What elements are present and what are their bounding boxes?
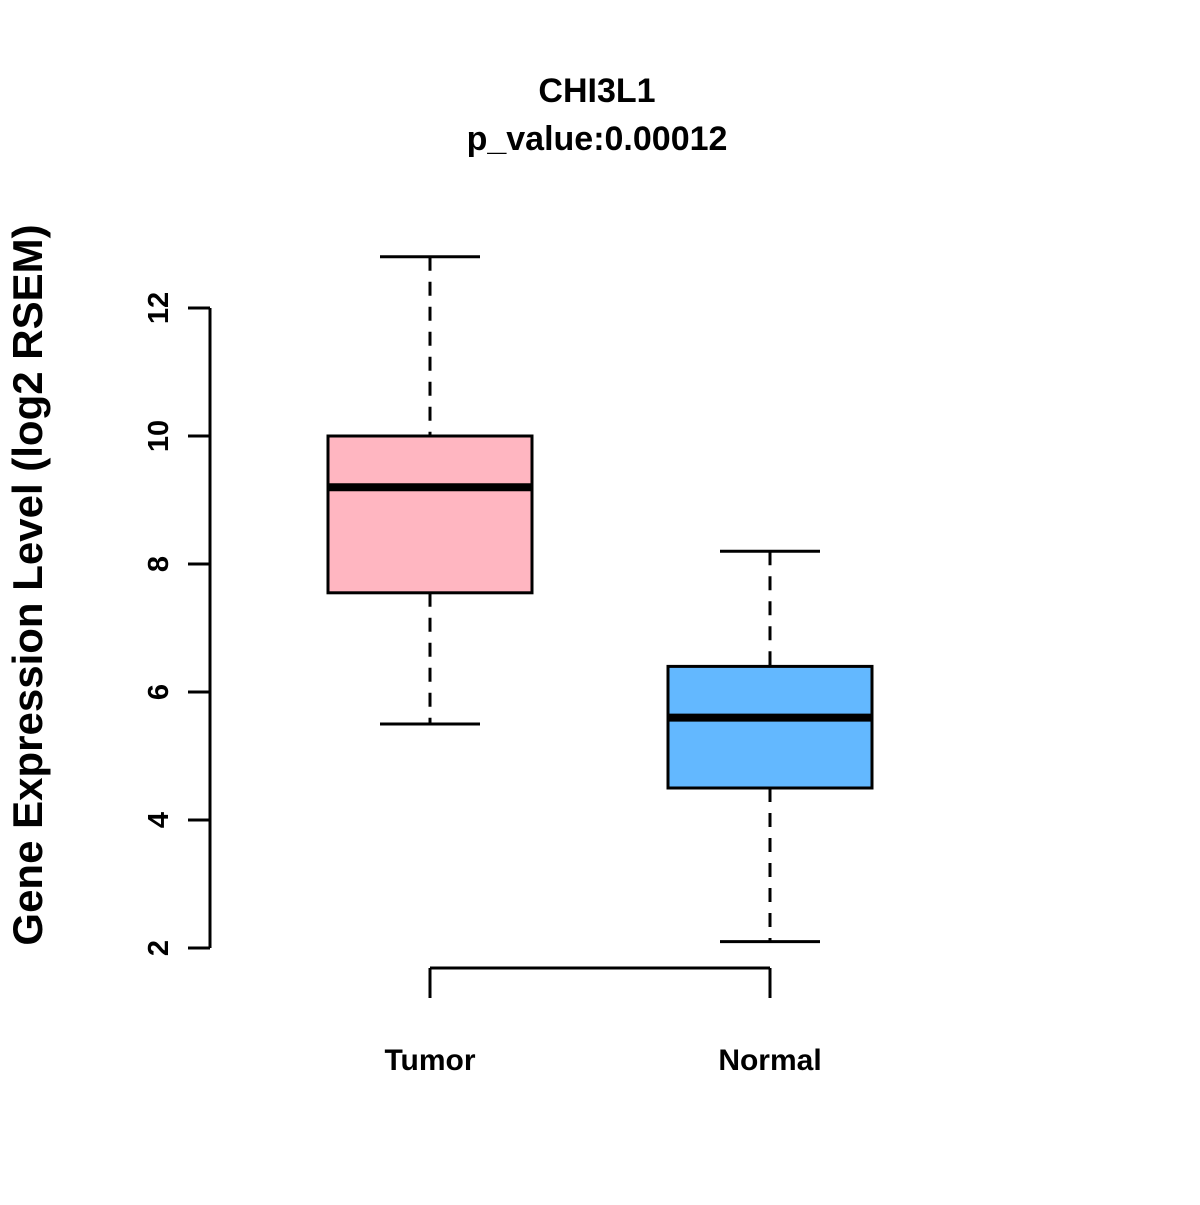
y-tick-label: 6 xyxy=(143,684,175,700)
x-axis xyxy=(428,966,772,998)
box-normal xyxy=(666,549,874,944)
box-series xyxy=(326,255,874,944)
y-tick-label: 2 xyxy=(143,940,175,956)
iqr-box xyxy=(326,434,534,595)
y-tick-label: 12 xyxy=(143,292,175,324)
y-axis: 2 4 6 8 10 12 xyxy=(143,292,212,956)
iqr-box xyxy=(666,664,874,790)
y-tick-label: 10 xyxy=(143,420,175,452)
y-tick-label: 4 xyxy=(143,812,175,828)
chart-title: CHI3L1 xyxy=(538,72,655,110)
category-label-tumor: Tumor xyxy=(384,1044,475,1077)
category-labels: Tumor Normal xyxy=(384,1044,821,1077)
y-axis-label: Gene Expression Level (log2 RSEM) xyxy=(4,224,51,945)
y-tick-label: 8 xyxy=(143,556,175,572)
box-tumor xyxy=(326,255,534,726)
chart-subtitle: p_value:0.00012 xyxy=(467,120,728,158)
category-label-normal: Normal xyxy=(718,1044,821,1077)
